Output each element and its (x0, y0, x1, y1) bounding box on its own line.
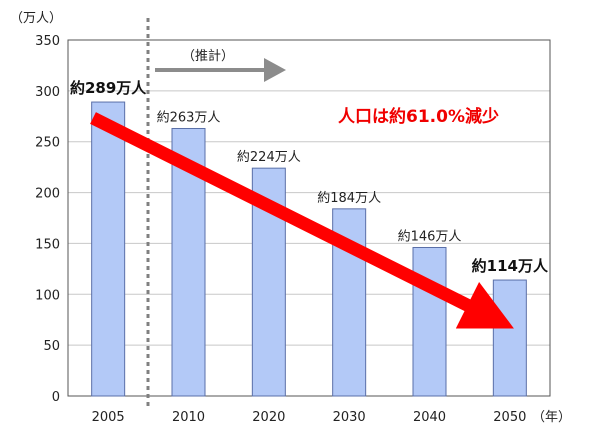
data-label: 約114万人 (472, 257, 549, 275)
trend-arrow (90, 112, 514, 329)
bar (492, 279, 527, 397)
projection-arrow-head (264, 58, 286, 82)
x-tick-label: 2040 (413, 410, 446, 425)
x-axis: 2005 2010 2020 2030 2040 2050 (92, 410, 527, 425)
y-tick-label: 100 (35, 288, 60, 303)
y-axis-unit-label: （万人） (10, 11, 62, 26)
x-tick-label: 2020 (252, 410, 285, 425)
y-axis: 0 50 100 150 200 250 300 350 (35, 34, 60, 405)
x-tick-label: 2030 (333, 410, 366, 425)
bar (91, 101, 126, 397)
x-tick-label: 2005 (92, 410, 125, 425)
x-tick-label: 2050 (493, 410, 526, 425)
y-tick-label: 250 (35, 136, 60, 151)
y-tick-label: 150 (35, 237, 60, 252)
data-label: 約289万人 (70, 79, 147, 97)
y-tick-label: 200 (35, 187, 60, 202)
bar (412, 246, 447, 397)
y-tick-label: 0 (52, 390, 60, 405)
x-axis-unit-label: （年） (532, 410, 571, 425)
y-tick-label: 50 (43, 339, 60, 354)
projection-arrow (155, 58, 286, 82)
plot-frame (67, 39, 551, 397)
data-label: 約263万人 (157, 110, 221, 125)
y-tick-label: 300 (35, 85, 60, 100)
trend-annotation: 人口は約61.0%減少 (338, 106, 499, 127)
projection-label: （推計） (182, 48, 234, 64)
y-tick-label: 350 (35, 34, 60, 49)
data-label: 約184万人 (317, 191, 381, 206)
data-label: 約224万人 (237, 150, 301, 165)
x-tick-label: 2010 (172, 410, 205, 425)
data-label: 約146万人 (398, 229, 462, 244)
